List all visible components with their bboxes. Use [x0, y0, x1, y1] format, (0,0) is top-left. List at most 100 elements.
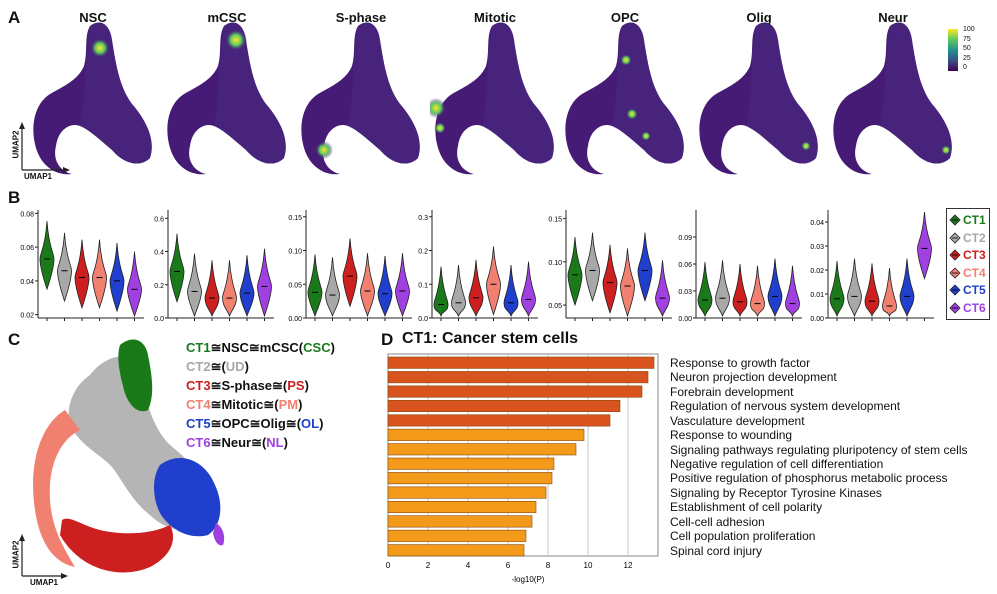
cell-type-description: ≅Mitotic≅( [210, 397, 279, 412]
umap-axis-arrows [19, 122, 70, 173]
colorbar-tick: 75 [963, 35, 971, 43]
violin-ct5 [899, 258, 915, 318]
violin-y-tick-label: 0.00 [288, 316, 302, 323]
go-term-label: Response to wounding [670, 428, 793, 443]
legend-swatch [949, 231, 961, 244]
umap-hotspot [801, 141, 811, 151]
cluster-ct1 [118, 339, 153, 412]
cell-type-abbreviation: NL [266, 435, 284, 450]
violin-panel-s-phase: 0.00 0.05 0.10 0.15 [288, 210, 412, 323]
violin-ct2 [847, 258, 862, 318]
violin-ct3 [342, 238, 358, 308]
cell-type-description: ≅( [210, 359, 226, 374]
cluster-umap-axis-arrows [19, 534, 68, 579]
cell-type-line-ct4: CT4≅Mitotic≅(PM) [186, 395, 335, 414]
umap-title-opc: OPC [610, 10, 640, 25]
cluster-ct4 [33, 410, 80, 567]
violin-y-tick-label: 0.03 [678, 289, 692, 296]
cell-type-line-ct3: CT3≅S-phase≅(PS) [186, 376, 335, 395]
violin-y-tick-label: 0.00 [678, 316, 692, 323]
umap-cells-overlay [612, 22, 684, 164]
violin-y-tick-label: 0.04 [20, 279, 34, 286]
umap-title-neur: Neur [878, 10, 908, 25]
violin-panel-mitotic: 0.0 0.1 0.2 0.3 [418, 210, 538, 323]
colorbar-tick: 25 [963, 54, 971, 62]
cell-type-label: CT5 [186, 416, 211, 431]
violin-legend: CT1 CT2 CT3 CT4 CT5 CT6 [946, 208, 990, 320]
violin-panel-olig: 0.00 0.03 0.06 0.09 [678, 210, 802, 323]
violin-y-tick-label: 0.15 [548, 217, 562, 224]
violin-ct6 [655, 260, 670, 318]
violin-ct2 [187, 253, 202, 318]
go-term-label: Positive regulation of phosphorus metabo… [670, 471, 948, 486]
colorbar-tick: 50 [963, 45, 971, 52]
legend-label: CT2 [963, 230, 986, 245]
violin-ct6 [917, 211, 932, 280]
colorbar-tick: 100 [963, 26, 975, 33]
legend-swatch [949, 249, 961, 261]
legend-label: CT3 [963, 248, 986, 262]
violin-ct3 [74, 239, 90, 310]
go-bar [387, 385, 643, 398]
cell-type-close: ) [330, 340, 335, 355]
violin-y-tick-label: 0.3 [418, 215, 428, 222]
violin-ct5 [503, 264, 519, 318]
cell-type-close: ) [298, 397, 303, 412]
umap-plot-mitotic [430, 22, 554, 175]
violin-y-tick-label: 0.05 [288, 282, 302, 289]
cell-type-abbreviation: CSC [303, 340, 331, 355]
go-bar [387, 515, 533, 528]
violin-ct1 [307, 254, 323, 318]
violin-y-tick-label: 0.04 [810, 220, 824, 227]
go-x-tick-label: 12 [624, 561, 633, 570]
cluster-axis-y-label: UMAP2 [11, 540, 21, 569]
cell-type-label: CT3 [186, 378, 211, 393]
go-bar [387, 356, 655, 369]
go-x-tick-label: 4 [466, 561, 471, 570]
legend-swatch [949, 301, 961, 314]
cell-type-line-ct6: CT6≅Neur≅(NL) [186, 433, 335, 452]
go-x-tick-label: 0 [386, 561, 391, 570]
violin-row: 0.020.040.060.080.00.20.40.60.000.050.10… [20, 210, 934, 323]
go-bar-chart: 0 2 4 6 8 10 12 -log10(P) [386, 353, 659, 584]
umap-cells-overlay [746, 22, 818, 164]
go-x-axis-label: -log10(P) [512, 575, 545, 584]
violin-ct6 [127, 251, 142, 318]
cluster-ct5 [154, 457, 221, 537]
violin-y-tick-label: 0.05 [548, 303, 562, 310]
panel-letter-a: A [8, 8, 21, 27]
violin-y-tick-label: 0.15 [288, 215, 302, 222]
go-bar [387, 472, 553, 485]
violin-y-tick-label: 0.01 [810, 292, 824, 299]
panel-letter-d: D [381, 330, 394, 349]
cluster-umap [33, 339, 225, 573]
go-term-label: Vasculature development [670, 413, 805, 428]
cell-type-label: CT2 [186, 359, 211, 374]
legend-item-ct2: CT2 [949, 231, 986, 245]
violin-ct5 [239, 255, 255, 318]
go-term-label: Cell-cell adhesion [670, 514, 765, 529]
violin-y-tick-label: 0.06 [678, 262, 692, 269]
violin-ct1 [169, 233, 185, 303]
violin-ct4 [750, 265, 765, 318]
umap-axis-x-label: UMAP1 [24, 172, 53, 181]
cell-type-line-ct2: CT2≅(UD) [186, 357, 335, 376]
umap-title-olig: Olig [746, 10, 772, 25]
go-term-label: Signaling pathways regulating pluripoten… [670, 442, 968, 457]
cluster-axis-x-label: UMAP1 [30, 578, 59, 587]
violin-panel-mcsc: 0.0 0.2 0.4 0.6 [154, 210, 274, 323]
violin-ct1 [567, 236, 583, 307]
violin-y-tick-label: 0.0 [418, 316, 428, 323]
violin-y-tick-label: 0.03 [810, 244, 824, 251]
legend-item-ct5: CT5 [949, 283, 986, 297]
umap-hotspot [941, 145, 951, 155]
umap-cells-overlay [482, 22, 554, 164]
cell-type-close: ) [283, 435, 288, 450]
cell-type-line-ct1: CT1≅NSC≅mCSC(CSC) [186, 338, 335, 357]
violin-ct5 [109, 243, 125, 313]
legend-swatch [949, 214, 961, 226]
legend-item-ct4: CT4 [949, 266, 986, 280]
go-bar [387, 457, 555, 470]
go-bar [387, 399, 621, 413]
panel-letter-c: C [8, 330, 21, 349]
